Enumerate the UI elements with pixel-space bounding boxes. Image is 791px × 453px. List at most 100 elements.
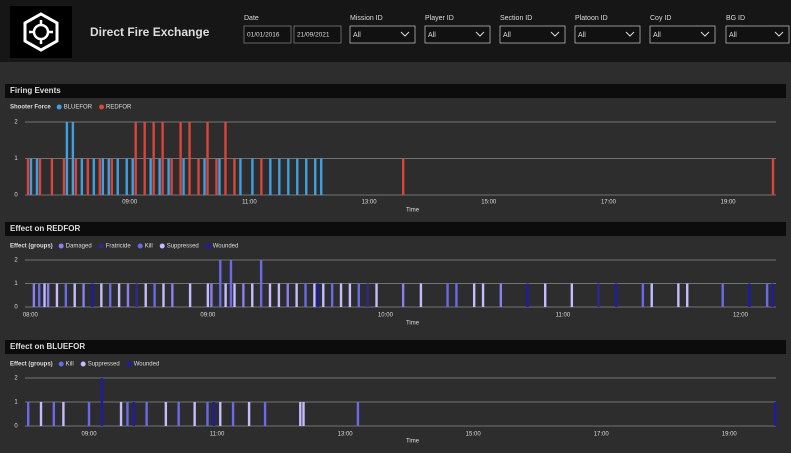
event-bar (62, 402, 65, 426)
event-bar (182, 158, 185, 195)
event-bar (210, 283, 213, 307)
event-bar (320, 158, 323, 195)
dropdown[interactable] (424, 25, 491, 44)
event-bar (26, 158, 30, 195)
event-bar (686, 283, 689, 307)
event-bar (419, 283, 423, 307)
event-bar (193, 402, 196, 426)
dropdown-arrow (475, 31, 485, 37)
x-tick-label: 15:00 (481, 200, 497, 206)
event-bar (641, 283, 645, 307)
filter-label: Player ID (425, 15, 454, 22)
dropdown[interactable] (499, 25, 566, 44)
event-bar (74, 158, 78, 195)
event-bar (131, 158, 134, 195)
legend-title: Effect (groups) (10, 244, 53, 250)
event-bar (231, 402, 235, 426)
event-bar (29, 158, 33, 195)
event-bar (101, 158, 104, 195)
dropdown-arrow (774, 31, 784, 37)
event-bar (233, 283, 236, 307)
event-bar (260, 158, 263, 195)
event-bar (188, 122, 191, 195)
event-bar (455, 283, 458, 307)
event-bar (162, 283, 165, 307)
legend-label: Wounded (134, 362, 160, 368)
x-tick-label: 12:00 (733, 313, 749, 319)
event-bar (38, 158, 42, 195)
x-tick-label: 09:00 (122, 200, 138, 206)
event-bar (153, 283, 156, 307)
event-bar (286, 283, 289, 307)
legend-label: REDFOR (106, 105, 132, 111)
legend-swatch (159, 243, 165, 249)
event-bar (233, 158, 236, 195)
event-bar (65, 122, 69, 195)
event-bar (251, 158, 254, 195)
event-bar (677, 283, 680, 307)
event-bar (125, 158, 128, 195)
event-bar (299, 402, 302, 426)
y-tick-label: 0 (14, 424, 18, 430)
date-input[interactable] (293, 25, 342, 44)
event-bar (82, 283, 85, 307)
event-bar (771, 158, 775, 195)
legend-label: Wounded (213, 244, 239, 250)
legend-label: BLUEFOR (64, 105, 93, 111)
event-bar (259, 260, 263, 307)
event-bar (87, 402, 91, 426)
dropdown[interactable] (574, 25, 641, 44)
y-tick-label: 2 (14, 376, 18, 382)
event-bar (206, 122, 209, 195)
event-bar (117, 283, 121, 307)
event-bar (203, 158, 206, 195)
legend-swatch (80, 361, 86, 367)
panel-title: Effect on BLUEFOR (10, 342, 85, 351)
event-bar (357, 283, 360, 307)
event-bar (64, 283, 68, 307)
event-bar (305, 158, 308, 195)
legend-swatch (58, 243, 64, 249)
event-bar (650, 283, 653, 307)
dropdown[interactable] (725, 25, 790, 44)
event-bar (212, 402, 216, 426)
event-bar (287, 158, 290, 195)
legend-label: Fratricide (106, 244, 132, 250)
event-bar (302, 402, 305, 426)
panel-title: Firing Events (10, 86, 61, 95)
x-tick-label: 19:00 (722, 432, 738, 438)
event-bar (348, 283, 352, 307)
event-bar (774, 402, 777, 426)
event-bar (38, 283, 41, 307)
x-tick-label: 11:00 (556, 313, 571, 319)
event-bar (375, 283, 378, 307)
legend-swatch (58, 361, 64, 367)
event-bar (46, 283, 50, 307)
y-tick-label: 1 (14, 156, 18, 162)
dropdown[interactable] (349, 25, 416, 44)
panel-title-bar (5, 222, 786, 236)
event-bar (218, 158, 221, 195)
event-bar (52, 402, 56, 426)
legend-title: Effect (groups) (10, 362, 53, 368)
event-bar (144, 283, 147, 307)
event-bar (269, 158, 272, 195)
dropdown[interactable] (649, 25, 716, 44)
event-bar (304, 283, 307, 307)
x-axis-label: Time (406, 208, 420, 214)
event-bar (356, 402, 360, 426)
event-bar (526, 283, 529, 307)
date-input[interactable] (243, 25, 292, 44)
event-bar (73, 283, 76, 307)
dropdown-arrow (625, 31, 635, 37)
event-bar (277, 283, 281, 307)
event-bar (401, 158, 405, 195)
x-tick-label: 19:00 (721, 200, 737, 206)
event-bar (179, 122, 182, 195)
y-tick-label: 1 (14, 400, 18, 406)
x-tick-label: 10:00 (378, 313, 394, 319)
event-bar (27, 402, 30, 426)
event-bar (219, 402, 222, 426)
event-bar (268, 283, 272, 307)
event-bar (295, 283, 298, 307)
